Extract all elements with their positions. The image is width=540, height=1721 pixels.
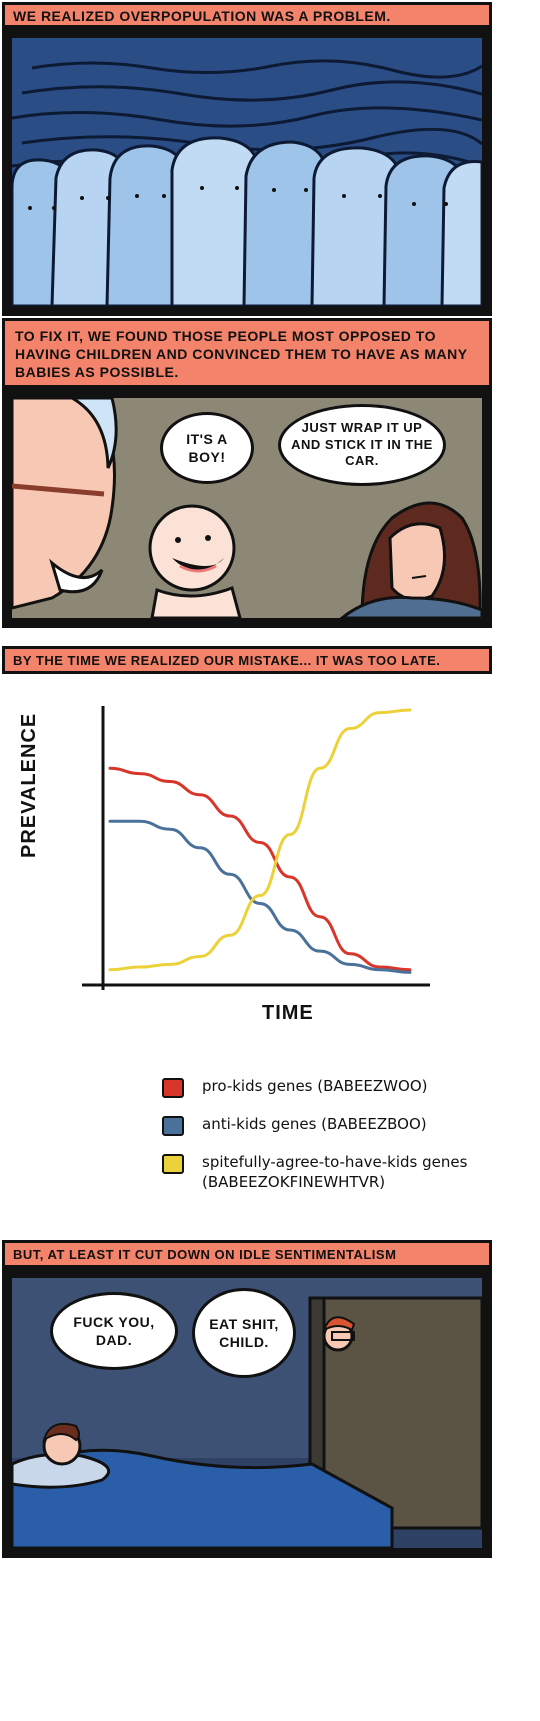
- speech-bubble-wrap-it-up: Just wrap it up and stick it in the car.: [278, 404, 446, 486]
- legend-swatch-red: [162, 1078, 184, 1098]
- panel1-caption-text: We realized overpopulation was a problem…: [13, 8, 391, 24]
- legend-label-spiteful: spitefully-agree-to-have-kids genes (BAB…: [202, 1153, 468, 1192]
- legend-item-anti-kids: anti-kids genes (BABEEZBOO): [162, 1114, 482, 1136]
- legend-label-anti-kids: anti-kids genes (BABEEZBOO): [202, 1115, 427, 1133]
- speech-its-a-boy-text: It's a boy!: [186, 430, 228, 465]
- legend-label-pro-kids: pro-kids genes (BABEEZWOO): [202, 1077, 428, 1095]
- speech-wrap-it-up-text: Just wrap it up and stick it in the car.: [291, 419, 433, 469]
- speech-dad-text: Eat shit, child.: [209, 1315, 279, 1350]
- series-line-spiteful: [108, 708, 412, 972]
- legend-swatch-blue: [162, 1116, 184, 1136]
- y-axis-label: Prevalence: [18, 713, 41, 858]
- gene-prevalence-chart: [82, 706, 430, 990]
- legend-item-spiteful: spitefully-agree-to-have-kids genes (BAB…: [162, 1152, 482, 1193]
- legend-swatch-yellow: [162, 1154, 184, 1174]
- panel1-caption: We realized overpopulation was a problem…: [2, 2, 492, 28]
- series-line-anti-kids: [108, 819, 412, 974]
- x-axis-label-text: Time: [262, 1002, 314, 1024]
- speech-bubble-kid: Fuck you, dad.: [50, 1292, 178, 1370]
- speech-bubble-its-a-boy: It's a boy!: [160, 412, 254, 484]
- x-axis-label: Time: [262, 1002, 314, 1025]
- panel4-caption: But, at least it cut down on idle sentim…: [2, 1240, 492, 1268]
- series-line-pro-kids: [108, 766, 412, 972]
- speech-kid-text: Fuck you, dad.: [73, 1313, 155, 1348]
- crowd-illustration: [12, 38, 482, 306]
- speech-bubble-dad: Eat shit, child.: [192, 1288, 296, 1378]
- panel2-baby-scene: It's a boy! Just wrap it up and stick it…: [2, 388, 492, 628]
- panel3-caption: By the time we realized our mistake... i…: [2, 646, 492, 674]
- panel3-caption-text: By the time we realized our mistake... i…: [13, 653, 441, 668]
- legend-item-pro-kids: pro-kids genes (BABEEZWOO): [162, 1076, 482, 1098]
- panel2-caption: To fix it, we found those people most op…: [2, 318, 492, 388]
- y-axis-label-text: Prevalence: [18, 712, 40, 858]
- panel4-bedroom-scene: Fuck you, dad. Eat shit, child.: [2, 1268, 492, 1558]
- panel4-caption-text: But, at least it cut down on idle sentim…: [13, 1247, 397, 1262]
- panel2-caption-text: To fix it, we found those people most op…: [15, 328, 468, 381]
- panel1-crowd-scene: [2, 28, 492, 316]
